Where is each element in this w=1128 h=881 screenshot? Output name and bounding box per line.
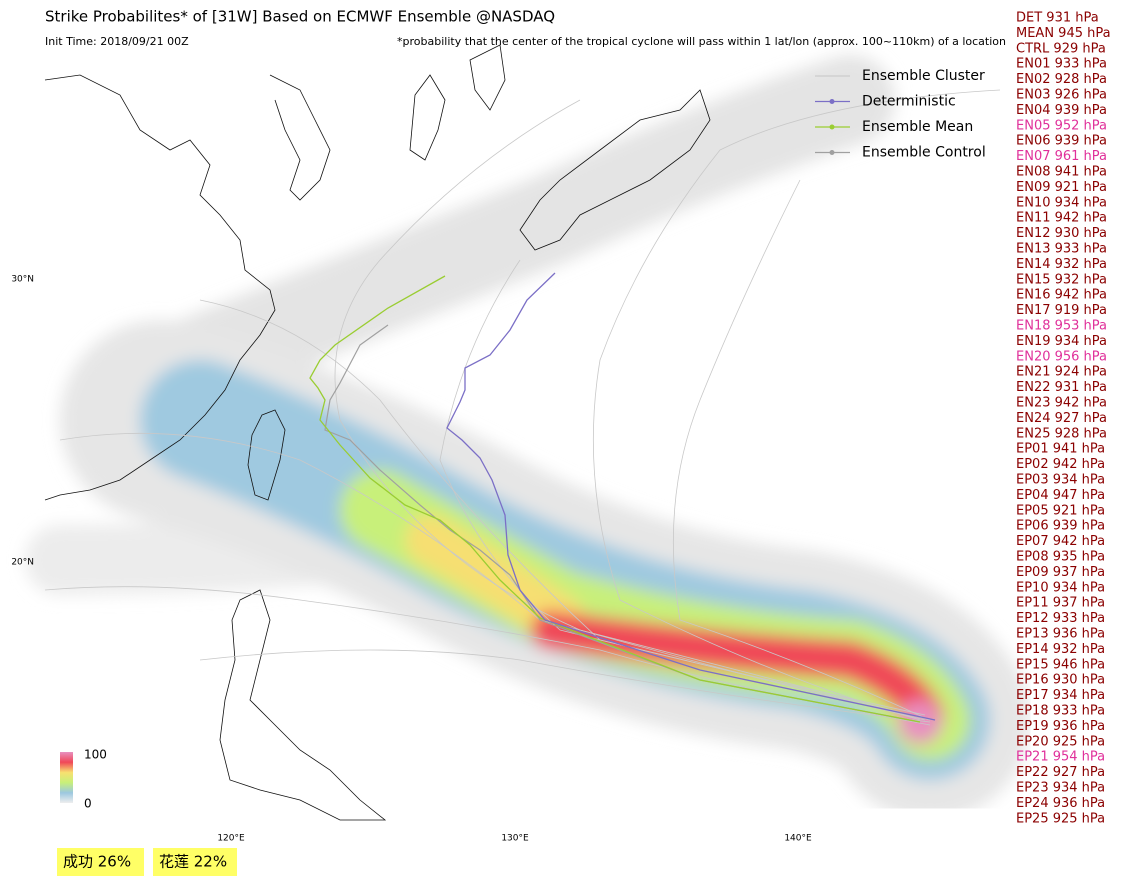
member-pressure: EP03 934 hPa <box>1016 473 1105 488</box>
legend-dot <box>829 99 835 104</box>
member-pressure: EP11 937 hPa <box>1016 596 1105 611</box>
member-pressure: EN02 928 hPa <box>1016 72 1107 87</box>
location-label: 成功 26% <box>63 853 131 871</box>
axis-labels: 30°N 20°N 120°E 130°E 140°E <box>11 275 812 844</box>
legend-label: Ensemble Mean <box>862 119 973 135</box>
lat-label: 20°N <box>11 558 34 568</box>
location-label: 花莲 22% <box>159 853 227 871</box>
colorbar-max: 100 <box>84 748 107 762</box>
member-pressure: EN01 933 hPa <box>1016 57 1107 72</box>
colorbar <box>60 752 73 803</box>
member-pressure: EP24 936 hPa <box>1016 796 1105 811</box>
member-pressure: EN14 932 hPa <box>1016 257 1107 272</box>
member-pressure: EN04 939 hPa <box>1016 103 1107 118</box>
ensemble-tracks <box>44 89 1001 726</box>
legend-label: Ensemble Cluster <box>862 68 985 84</box>
member-pressure: EN25 928 hPa <box>1016 426 1107 441</box>
location-box <box>57 848 144 876</box>
legend: Ensemble Cluster Deterministic Ensemble Me… <box>815 68 986 161</box>
member-pressure: DET 931 hPa <box>1016 11 1099 26</box>
member-pressure: EP07 942 hPa <box>1016 534 1105 549</box>
legend-label: Ensemble Control <box>862 145 986 161</box>
member-pressure: MEAN 945 hPa <box>1016 26 1111 41</box>
member-pressure: EN23 942 hPa <box>1016 396 1107 411</box>
lon-label: 120°E <box>217 834 245 844</box>
member-pressure: EN13 933 hPa <box>1016 242 1107 257</box>
member-pressure: CTRL 929 hPa <box>1016 41 1106 56</box>
member-pressure: EP01 941 hPa <box>1016 442 1105 457</box>
member-pressure: EP12 933 hPa <box>1016 611 1105 626</box>
member-pressure: EN09 921 hPa <box>1016 180 1107 195</box>
member-pressure: EN20 956 hPa <box>1016 349 1107 364</box>
member-pressure: EN22 931 hPa <box>1016 380 1107 395</box>
member-pressure: EN17 919 hPa <box>1016 303 1107 318</box>
member-pressure: EN05 952 hPa <box>1016 118 1107 133</box>
member-pressure: EN15 932 hPa <box>1016 272 1107 287</box>
location-labels: 成功 26% 花莲 22% <box>57 848 237 876</box>
member-pressure: EP19 936 hPa <box>1016 719 1105 734</box>
member-pressure: EP21 954 hPa <box>1016 750 1105 765</box>
deterministic-track <box>446 272 936 721</box>
member-pressure: EP23 934 hPa <box>1016 781 1105 796</box>
member-pressure: EP16 930 hPa <box>1016 673 1105 688</box>
member-pressure: EP09 937 hPa <box>1016 565 1105 580</box>
member-pressure: EN11 942 hPa <box>1016 211 1107 226</box>
member-pressure: EN12 930 hPa <box>1016 226 1107 241</box>
member-pressure: EP17 934 hPa <box>1016 688 1105 703</box>
member-pressure: EN18 953 hPa <box>1016 319 1107 334</box>
location-box <box>153 848 237 876</box>
legend-dot <box>829 124 835 130</box>
member-pressure: EP14 932 hPa <box>1016 642 1105 657</box>
member-pressure: EP18 933 hPa <box>1016 704 1105 719</box>
member-pressure: EN03 926 hPa <box>1016 88 1107 103</box>
member-pressure: EP25 925 hPa <box>1016 811 1105 826</box>
member-pressure: EP08 935 hPa <box>1016 550 1105 565</box>
member-pressure: EN10 934 hPa <box>1016 195 1107 210</box>
colorbar-min: 0 <box>84 797 92 811</box>
coastlines <box>44 44 711 821</box>
member-pressure: EP04 947 hPa <box>1016 488 1105 503</box>
member-pressure: EN06 939 hPa <box>1016 134 1107 149</box>
member-pressure: EN24 927 hPa <box>1016 411 1107 426</box>
member-pressure: EN08 941 hPa <box>1016 165 1107 180</box>
probability-field <box>25 55 1030 820</box>
member-pressure: EP02 942 hPa <box>1016 457 1105 472</box>
note: *probability that the center of the trop… <box>397 35 1006 48</box>
member-pressure: EP05 921 hPa <box>1016 503 1105 518</box>
legend-label: Deterministic <box>862 94 956 110</box>
member-pressure: EP10 934 hPa <box>1016 580 1105 595</box>
lat-label: 30°N <box>11 275 34 285</box>
member-pressure: EN21 924 hPa <box>1016 365 1107 380</box>
title: Strike Probabilites* of [31W] Based on E… <box>45 8 555 26</box>
member-pressure: EN16 942 hPa <box>1016 288 1107 303</box>
lon-label: 140°E <box>784 834 812 844</box>
member-pressure: EP22 927 hPa <box>1016 765 1105 780</box>
mean-track <box>309 275 921 723</box>
legend-dot <box>829 150 835 155</box>
member-pressure: EP20 925 hPa <box>1016 734 1105 749</box>
member-pressure: EN07 961 hPa <box>1016 149 1107 164</box>
member-pressure: EP15 946 hPa <box>1016 657 1105 672</box>
member-pressure: EP13 936 hPa <box>1016 627 1105 642</box>
lon-label: 130°E <box>501 834 529 844</box>
member-pressure: EN19 934 hPa <box>1016 334 1107 349</box>
member-pressure: EP06 939 hPa <box>1016 519 1105 534</box>
init-time: Init Time: 2018/09/21 00Z <box>45 35 189 48</box>
